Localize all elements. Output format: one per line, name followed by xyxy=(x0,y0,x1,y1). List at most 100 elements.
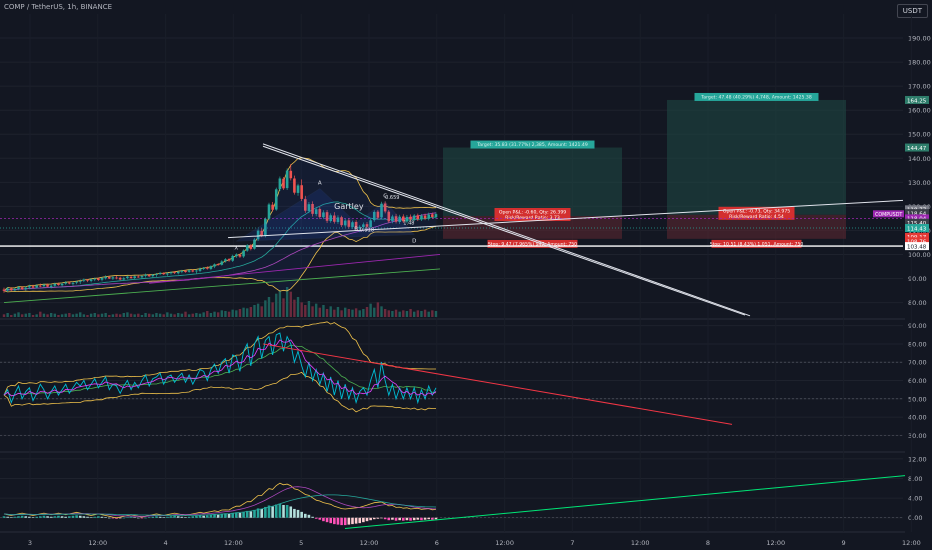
volume-bar xyxy=(191,313,194,317)
x-tick-label: 5 xyxy=(299,539,303,547)
rsi-moving-average xyxy=(3,344,437,397)
macd-histogram-bar xyxy=(249,511,253,518)
volume-bar xyxy=(166,312,169,317)
macd-histogram-bar xyxy=(9,517,13,518)
x-tick-label: 6 xyxy=(435,539,439,547)
volume-bar xyxy=(242,307,245,317)
candle-body xyxy=(49,285,53,287)
position-profit-zone xyxy=(443,147,622,216)
macd-histogram-bar xyxy=(31,517,35,518)
candle-body xyxy=(28,285,31,288)
macd-histogram-bar xyxy=(354,517,358,524)
candle-body xyxy=(144,274,147,276)
price-tag-bg xyxy=(905,237,929,246)
macd-histogram-bar xyxy=(420,517,423,521)
volume-bar xyxy=(344,307,347,317)
price-tag-bg xyxy=(905,95,929,104)
volume-bar xyxy=(380,306,383,317)
macd-histogram-bar xyxy=(53,516,57,518)
candle-body xyxy=(333,215,336,222)
macd-histogram-bar xyxy=(296,509,300,518)
macd-histogram-bar xyxy=(300,511,303,518)
candle-body xyxy=(195,270,198,272)
price-tag: 103.48 xyxy=(907,244,927,250)
macd-histogram-bar xyxy=(387,517,391,521)
macd-histogram-bar xyxy=(75,515,78,518)
macd-histogram-bar xyxy=(293,508,296,518)
macd-histogram-bar xyxy=(28,516,31,518)
candle-body xyxy=(343,220,347,226)
volume-bar xyxy=(151,314,155,317)
candle-body xyxy=(405,216,409,222)
candle-body xyxy=(24,287,28,290)
candle-body xyxy=(256,230,260,240)
candle-body xyxy=(97,278,100,280)
macd-axis-tick-label: 8.00 xyxy=(908,475,922,483)
position-loss-zone xyxy=(443,216,622,239)
candle-body xyxy=(39,285,42,287)
rsi-axis-tick-label: 60.00 xyxy=(908,377,927,385)
macd-histogram-bar xyxy=(227,513,231,518)
volume-bar xyxy=(118,314,122,317)
volume-bar xyxy=(318,307,322,317)
volume-bar xyxy=(49,313,53,317)
candle-body xyxy=(53,283,57,286)
candle-body xyxy=(129,276,133,279)
volume-bar xyxy=(68,313,71,317)
macd-histogram-bar xyxy=(184,517,187,518)
macd-histogram-bar xyxy=(71,515,75,518)
candle-body xyxy=(191,270,195,272)
macd-histogram-bar xyxy=(46,516,49,518)
candle-body xyxy=(133,276,136,279)
rsi-axis-tick-label: 90.00 xyxy=(908,322,927,330)
volume-bar xyxy=(60,314,64,317)
macd-histogram-bar xyxy=(133,517,136,518)
macd-line xyxy=(3,482,437,519)
candle-body xyxy=(249,245,253,249)
candle-body xyxy=(431,214,434,217)
price-axis-tick-label: 140.00 xyxy=(908,155,931,163)
candle-body xyxy=(82,279,86,281)
position-target-label-bg xyxy=(470,140,595,149)
volume-bar xyxy=(129,313,133,317)
x-tick-label: 12:00 xyxy=(360,539,379,547)
volume-bar xyxy=(253,305,256,317)
candle-body xyxy=(151,274,155,277)
volume-bar xyxy=(10,315,13,317)
candle-body xyxy=(46,284,49,287)
volume-bar xyxy=(333,309,336,317)
candle-body xyxy=(296,185,300,193)
volume-bar xyxy=(187,314,191,317)
currency-button[interactable]: USDT xyxy=(896,4,928,18)
volume-bar xyxy=(39,311,42,317)
bollinger-upper xyxy=(3,157,437,292)
volume-bar xyxy=(162,314,165,317)
rsi-band-lower xyxy=(3,371,436,413)
volume-bar xyxy=(6,313,9,317)
volume-bar xyxy=(42,313,46,317)
candle-body xyxy=(64,282,68,284)
volume-bar xyxy=(249,307,253,317)
macd-histogram-bar xyxy=(129,516,133,518)
volume-bar xyxy=(405,311,409,317)
candle-body xyxy=(372,211,376,221)
candle-body xyxy=(420,215,423,220)
candle-body xyxy=(71,282,75,284)
candle-body xyxy=(122,278,126,280)
volume-bar xyxy=(104,313,107,317)
volume-bar xyxy=(383,309,387,317)
macd-histogram-bar xyxy=(365,517,369,522)
position-pnl-label: Open P&L: -0.73, Qty: 34.975 xyxy=(723,208,790,214)
volume-bar xyxy=(307,301,311,317)
volume-bar xyxy=(235,310,238,317)
candle-body xyxy=(245,245,249,251)
macd-histogram-bar xyxy=(155,516,158,518)
candle-body xyxy=(416,215,420,220)
volume-bar xyxy=(64,313,67,317)
candle-body xyxy=(227,259,231,261)
volume-bar xyxy=(158,313,162,317)
candle-body xyxy=(369,220,372,228)
macd-histogram-bar xyxy=(343,517,347,526)
macd-histogram-bar xyxy=(137,517,140,519)
